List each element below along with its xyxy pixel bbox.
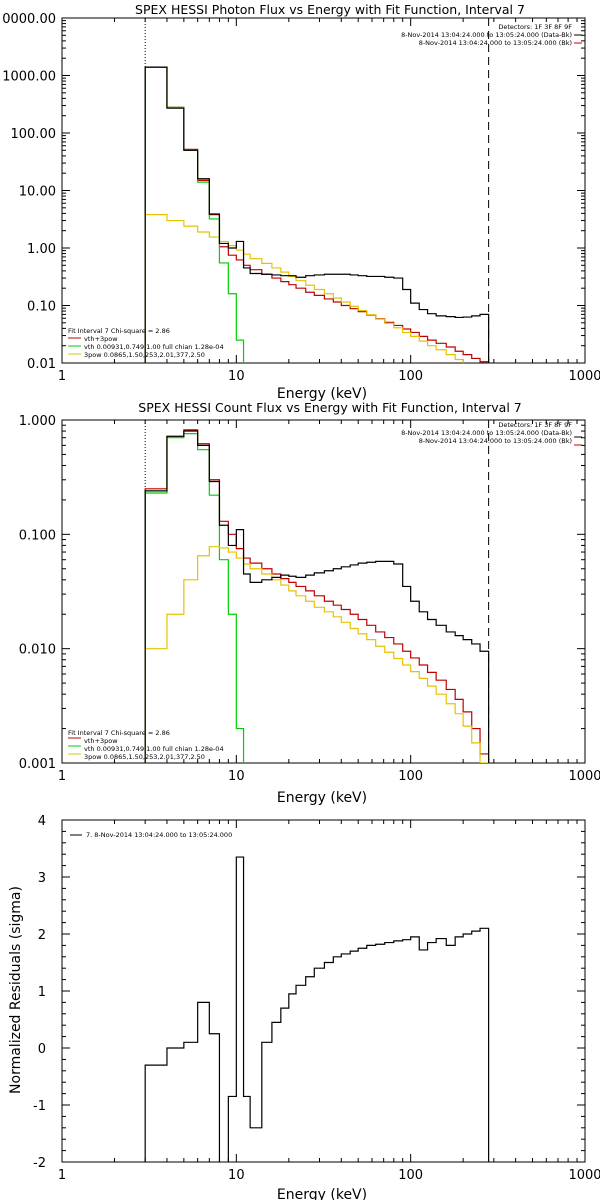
plot-area (144, 856, 490, 1162)
count-flux-legend-3pow: 3pow 0.0865,1.50,253,2.01,377,2.50 (84, 753, 205, 761)
residuals-legend: 7. 8-Nov-2014 13:04:24.000 to 13:05:24.0… (86, 831, 232, 839)
x-tick-label: 1 (58, 769, 66, 784)
count-flux-legend-fit: vth+3pow (84, 737, 118, 745)
photon-flux-legend-fit: vth+3pow (84, 335, 118, 343)
y-tick-label: 0.010 (19, 643, 56, 658)
photon-flux-xlabel: Energy (keV) (277, 386, 367, 402)
y-tick-label: 4 (38, 814, 46, 829)
x-tick-label: 10 (228, 1168, 245, 1183)
y-tick-label: 0.001 (19, 757, 56, 772)
y-tick-label: 0000.00 (2, 12, 56, 27)
count-flux-detectors: Detectors: 1F 3F 8F 9F (498, 421, 572, 429)
y-tick-label: 1 (38, 985, 46, 1000)
x-tick-label: 10 (228, 769, 245, 784)
photon-flux-legend-3pow: 3pow 0.0865,1.50,253,2.01,377,2.50 (84, 351, 205, 359)
y-tick-label: 0.100 (19, 528, 56, 543)
x-tick-label: 1000 (568, 769, 600, 784)
x-tick-label: 1 (58, 1168, 66, 1183)
photon-flux-fit-header: Fit Interval 7 Chi-square = 2.86 (68, 327, 170, 335)
y-tick-label: 1000.00 (2, 70, 56, 85)
residuals-xlabel: Energy (keV) (277, 1187, 367, 1200)
plot-frame (61, 819, 586, 1163)
residuals-ylabel: Normalized Residuals (sigma) (8, 886, 24, 1094)
y-tick-label: 0.10 (27, 300, 56, 315)
plot-frame (61, 419, 586, 764)
y-tick-label: 100.00 (11, 127, 57, 142)
residuals-panel: Energy (keV) Normalized Residuals (sigma… (8, 814, 600, 1200)
y-tick-label: 0 (38, 1042, 46, 1057)
series-total (144, 430, 490, 763)
series-vth (144, 66, 245, 363)
photon-flux-legend-vth: vth 0.00931,0.749,1.00 full chian 1.28e-… (84, 343, 224, 351)
y-tick-label: 2 (38, 928, 46, 943)
count-flux-title: SPEX HESSI Count Flux vs Energy with Fit… (138, 400, 521, 415)
count-flux-legend-bk: 8-Nov-2014 13:04:24.000 to 13:05:24.000 … (419, 437, 572, 445)
y-tick-label: -1 (33, 1099, 46, 1114)
count-flux-xlabel: Energy (keV) (277, 790, 367, 806)
x-tick-label: 100 (398, 369, 423, 384)
count-flux-legend-vth: vth 0.00931,0.749,1.00 full chian 1.28e-… (84, 745, 224, 753)
plot-frame (61, 17, 586, 364)
photon-flux-title: SPEX HESSI Photon Flux vs Energy with Fi… (135, 2, 525, 17)
x-tick-label: 1000 (568, 1168, 600, 1183)
series-3pow (144, 214, 464, 363)
y-tick-label: 10.00 (19, 185, 56, 200)
photon-flux-legend-data: 8-Nov-2014 13:04:24.000 to 13:05:24.000 … (401, 31, 572, 39)
series-total (144, 856, 490, 1162)
y-tick-label: 3 (38, 871, 46, 886)
x-tick-label: 1 (58, 369, 66, 384)
count-flux-legend-data: 8-Nov-2014 13:04:24.000 to 13:05:24.000 … (401, 429, 572, 437)
y-tick-label: -2 (33, 1156, 46, 1171)
y-tick-label: 1.000 (19, 414, 56, 429)
x-tick-label: 1000 (568, 369, 600, 384)
photon-flux-detectors: Detectors: 1F 3F 8F 9F (498, 23, 572, 31)
series-3pow (144, 546, 490, 763)
x-tick-label: 100 (398, 769, 423, 784)
count-flux-panel: SPEX HESSI Count Flux vs Energy with Fit… (19, 400, 600, 806)
x-tick-label: 10 (228, 369, 245, 384)
series-fit (144, 429, 490, 763)
count-flux-fit-header: Fit Interval 7 Chi-square = 2.86 (68, 729, 170, 737)
x-tick-label: 100 (398, 1168, 423, 1183)
y-tick-label: 1.00 (27, 242, 56, 257)
photon-flux-legend-bk: 8-Nov-2014 13:04:24.000 to 13:05:24.000 … (419, 39, 572, 47)
y-tick-label: 0.01 (27, 357, 56, 372)
photon-flux-panel: SPEX HESSI Photon Flux vs Energy with Fi… (2, 2, 600, 402)
plot-area (144, 420, 490, 763)
series-fit (144, 66, 490, 363)
series-total (144, 66, 490, 363)
plot-area (144, 18, 490, 363)
series-vth (144, 433, 245, 763)
